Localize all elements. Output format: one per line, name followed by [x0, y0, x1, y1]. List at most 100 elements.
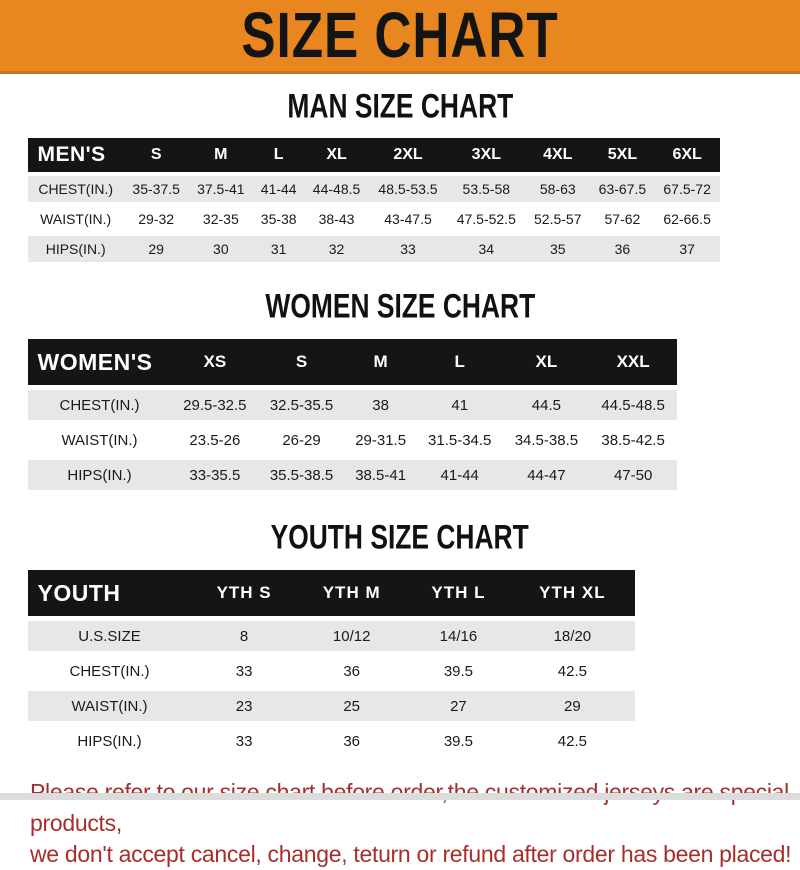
- title-banner: SIZE CHART: [0, 0, 800, 74]
- size-column-header: YTH L: [406, 570, 511, 616]
- size-column-header: YTH XL: [510, 570, 635, 616]
- size-cell: 37: [654, 236, 720, 262]
- size-cell: 36: [590, 236, 655, 262]
- size-cell: 44-47: [503, 460, 590, 490]
- size-cell: 23: [191, 691, 297, 721]
- size-cell: 35: [525, 236, 591, 262]
- size-cell: 34.5-38.5: [503, 425, 590, 455]
- size-cell: 41: [416, 390, 504, 420]
- men-section-heading-text: MAN SIZE CHART: [287, 87, 513, 126]
- size-cell: 36: [296, 726, 407, 756]
- disclaimer-text: Please refer to our size chart before or…: [0, 777, 800, 870]
- size-cell: 41-44: [253, 176, 305, 202]
- size-cell: 39.5: [406, 726, 511, 756]
- size-cell: 29: [510, 691, 635, 721]
- spacer-cell: [635, 656, 773, 686]
- youth-size-table-wrap: YOUTH YTH S YTH M YTH L YTH XL U.S.SIZE 8 10/12…: [27, 565, 773, 761]
- row-label: HIPS(IN.): [27, 460, 172, 490]
- size-cell: 39.5: [406, 656, 511, 686]
- table-row: U.S.SIZE 8 10/12 14/16 18/20: [27, 621, 773, 651]
- men-section-heading: MAN SIZE CHART: [0, 87, 800, 126]
- table-header-row: YOUTH YTH S YTH M YTH L YTH XL: [27, 570, 773, 616]
- table-header-row: MEN'S S M L XL 2XL 3XL 4XL 5XL 6XL: [27, 138, 773, 172]
- size-cell: 31: [253, 236, 305, 262]
- table-row: WAIST(IN.) 23.5-26 26-29 29-31.5 31.5-34.5 34…: [27, 425, 773, 455]
- size-cell: 29.5-32.5: [171, 390, 259, 420]
- row-label: WAIST(IN.): [27, 425, 172, 455]
- size-column-header: XS: [171, 339, 259, 385]
- row-label: HIPS(IN.): [27, 726, 192, 756]
- size-cell: 33: [191, 656, 297, 686]
- size-cell: 41-44: [416, 460, 504, 490]
- men-size-table: MEN'S S M L XL 2XL 3XL 4XL 5XL 6XL CHEST(IN.) 35-37…: [27, 134, 773, 266]
- table-header-label: YOUTH: [27, 570, 192, 616]
- size-column-header: 3XL: [447, 138, 526, 172]
- row-label: U.S.SIZE: [27, 621, 192, 651]
- size-cell: 29-31.5: [344, 425, 417, 455]
- size-cell: 14/16: [406, 621, 511, 651]
- men-size-table-wrap: MEN'S S M L XL 2XL 3XL 4XL 5XL 6XL CHEST(IN.) 35-37…: [27, 134, 773, 266]
- spacer-cell: [677, 425, 773, 455]
- spacer-cell: [635, 570, 773, 616]
- size-cell: 63-67.5: [590, 176, 655, 202]
- youth-section-heading-text: YOUTH SIZE CHART: [270, 518, 530, 557]
- spacer-cell: [635, 621, 773, 651]
- size-column-header: 2XL: [368, 138, 448, 172]
- table-row: HIPS(IN.) 29 30 31 32 33 34 35 36 37: [27, 236, 773, 262]
- size-cell: 23.5-26: [171, 425, 259, 455]
- size-cell: 32.5-35.5: [258, 390, 345, 420]
- row-label: CHEST(IN.): [27, 656, 192, 686]
- size-cell: 32-35: [188, 206, 254, 232]
- bottom-strip: [0, 793, 800, 800]
- table-row: CHEST(IN.) 33 36 39.5 42.5: [27, 656, 773, 686]
- size-cell: 27: [406, 691, 511, 721]
- size-cell: 38: [344, 390, 417, 420]
- size-column-header: M: [344, 339, 417, 385]
- size-cell: 10/12: [296, 621, 407, 651]
- table-header-label: WOMEN'S: [27, 339, 172, 385]
- size-cell: 67.5-72: [654, 176, 720, 202]
- size-cell: 57-62: [590, 206, 655, 232]
- spacer-cell: [677, 460, 773, 490]
- size-cell: 38-43: [304, 206, 369, 232]
- size-cell: 44-48.5: [304, 176, 369, 202]
- table-header-label: MEN'S: [27, 138, 124, 172]
- size-cell: 18/20: [510, 621, 635, 651]
- spacer-cell: [635, 726, 773, 756]
- women-size-table-wrap: WOMEN'S XS S M L XL XXL CHEST(IN.) 29.5-32.5 32.5…: [27, 334, 773, 495]
- table-row: CHEST(IN.) 29.5-32.5 32.5-35.5 38 41 44.5 44.5…: [27, 390, 773, 420]
- size-column-header: S: [258, 339, 345, 385]
- size-cell: 25: [296, 691, 407, 721]
- size-cell: 33: [368, 236, 448, 262]
- table-row: WAIST(IN.) 29-32 32-35 35-38 38-43 43-47.5 47.…: [27, 206, 773, 232]
- size-cell: 30: [188, 236, 254, 262]
- spacer-cell: [720, 176, 773, 202]
- size-cell: 44.5: [503, 390, 590, 420]
- size-cell: 35-37.5: [123, 176, 189, 202]
- size-cell: 31.5-34.5: [416, 425, 504, 455]
- row-label: CHEST(IN.): [27, 176, 124, 202]
- spacer-cell: [720, 206, 773, 232]
- table-row: HIPS(IN.) 33 36 39.5 42.5: [27, 726, 773, 756]
- table-row: CHEST(IN.) 35-37.5 37.5-41 41-44 44-48.5 48.5…: [27, 176, 773, 202]
- table-row: HIPS(IN.) 33-35.5 35.5-38.5 38.5-41 41-44 44-…: [27, 460, 773, 490]
- size-cell: 38.5-41: [344, 460, 417, 490]
- disclaimer-line-2: we don't accept cancel, change, teturn o…: [30, 841, 792, 867]
- size-cell: 32: [304, 236, 369, 262]
- size-column-header: YTH M: [296, 570, 407, 616]
- size-cell: 34: [447, 236, 526, 262]
- youth-size-table: YOUTH YTH S YTH M YTH L YTH XL U.S.SIZE 8 10/12…: [27, 565, 773, 761]
- size-cell: 36: [296, 656, 407, 686]
- size-cell: 42.5: [510, 656, 635, 686]
- size-column-header: 5XL: [590, 138, 655, 172]
- size-cell: 35-38: [253, 206, 305, 232]
- size-cell: 53.5-58: [447, 176, 526, 202]
- spacer-cell: [720, 236, 773, 262]
- youth-section-heading: YOUTH SIZE CHART: [0, 518, 800, 557]
- size-cell: 43-47.5: [368, 206, 448, 232]
- size-cell: 35.5-38.5: [258, 460, 345, 490]
- disclaimer-line-1: Please refer to our size chart before or…: [30, 779, 789, 836]
- women-size-table: WOMEN'S XS S M L XL XXL CHEST(IN.) 29.5-32.5 32.5…: [27, 334, 773, 495]
- size-cell: 42.5: [510, 726, 635, 756]
- size-cell: 33: [191, 726, 297, 756]
